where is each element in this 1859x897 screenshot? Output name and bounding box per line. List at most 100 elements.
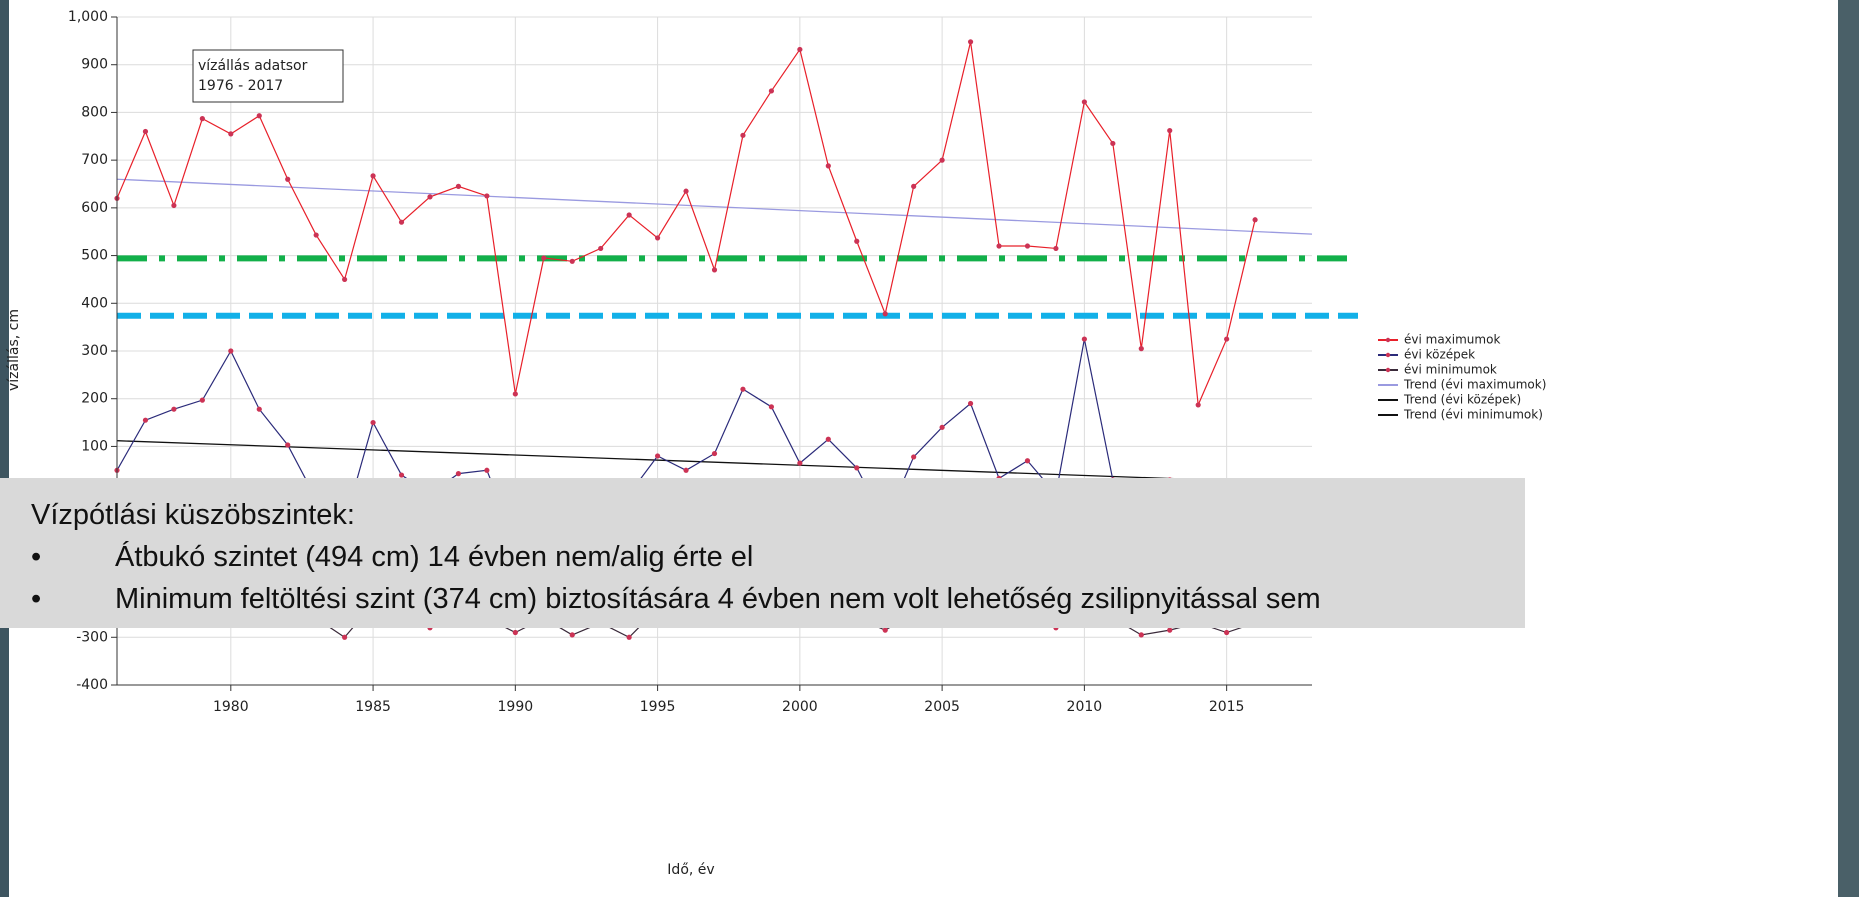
data-point [768,404,775,410]
data-point [854,465,860,471]
data-point [996,243,1002,249]
data-point [1024,243,1031,249]
data-point [768,88,775,94]
data-point [626,212,632,218]
y-tick-label: 600 [81,200,108,216]
data-point [1081,336,1087,342]
legend-label: évi középek [1404,348,1475,362]
trend-line [116,440,1313,485]
data-point [1024,458,1031,464]
data-point [939,424,945,430]
data-point [1167,627,1173,633]
x-tick-label: 1985 [355,699,391,715]
data-point [512,391,518,397]
legend-label: évi minimumok [1404,363,1497,377]
data-point [740,386,746,392]
annotation-box [192,49,344,103]
note-bullet: Átbukó szintet (494 cm) 14 évben nem/ali… [31,536,1525,578]
data-point [142,128,149,135]
x-tick-label: 1980 [213,699,249,715]
slide-edge [1838,0,1859,897]
data-point [285,442,291,448]
data-point [825,163,831,169]
data-point [455,471,462,477]
data-point [854,238,860,244]
x-tick-label: 2005 [924,699,960,715]
data-point [1053,245,1059,252]
data-point [882,311,888,317]
data-point [512,629,518,636]
y-tick-label: 400 [81,295,108,311]
data-point [228,348,234,354]
data-point [285,176,291,182]
trend-line [116,178,1313,235]
data-point [683,467,689,473]
data-point [1138,346,1144,352]
data-point [1110,140,1116,147]
data-point [171,202,177,209]
data-point [1224,629,1230,636]
note-bullet: Minimum feltöltési szint (374 cm) biztos… [31,578,1525,620]
data-point [939,157,945,163]
data-point [1252,217,1258,223]
legend-label: Trend (évi minimumok) [1403,408,1543,422]
data-point [598,245,604,252]
y-tick-label: -300 [76,629,108,645]
data-point [683,188,689,194]
data-point [484,467,490,473]
data-point [256,113,262,119]
data-point [370,173,376,179]
data-point [1138,632,1144,638]
note-list: Átbukó szintet (494 cm) 14 évben nem/ali… [31,536,1525,620]
data-point [313,232,319,238]
data-point [654,235,661,241]
data-point [569,258,575,264]
data-point [797,46,803,53]
data-point [711,267,718,273]
y-tick-label: 700 [81,152,108,168]
annotation: 1976 - 2017 [198,78,283,94]
data-point [967,39,974,45]
data-point [911,183,917,189]
legend-marker [1385,367,1391,373]
data-point [1081,99,1087,105]
data-point [967,400,974,407]
y-axis-label: vízállás, cm [6,309,22,391]
y-tick-label: 800 [81,104,108,120]
data-point [626,634,632,640]
data-point [142,417,149,423]
x-tick-label: 1990 [498,699,534,715]
data-point [484,193,490,199]
legend-label: évi maximumok [1404,333,1500,347]
y-tick-label: 900 [81,57,108,73]
annotation: vízállás adatsor [198,58,308,74]
data-point [398,219,405,225]
data-point [370,419,376,426]
data-point [882,627,888,633]
data-point [171,406,177,412]
data-point [342,276,348,283]
y-tick-label: -400 [76,677,108,693]
data-point [654,453,661,459]
y-tick-label: 200 [81,391,108,407]
data-point [797,460,803,466]
legend-label: Trend (évi maximumok) [1403,378,1546,392]
legend-label: Trend (évi középek) [1403,393,1521,407]
x-tick-label: 1995 [640,699,676,715]
data-point [256,406,262,412]
data-point [342,634,348,640]
x-tick-label: 2015 [1209,699,1245,715]
threshold-note: Vízpótlási küszöbszintek: Átbukó szintet… [0,478,1525,628]
x-tick-label: 2010 [1067,699,1103,715]
data-point [911,454,917,460]
data-point [199,116,205,122]
data-point [398,472,405,478]
x-axis-label: Idő, év [667,862,714,878]
data-point [427,194,433,200]
y-tick-label: 300 [81,343,108,359]
y-tick-label: 500 [81,248,108,264]
y-tick-label: 100 [81,438,108,454]
data-point [541,255,547,261]
